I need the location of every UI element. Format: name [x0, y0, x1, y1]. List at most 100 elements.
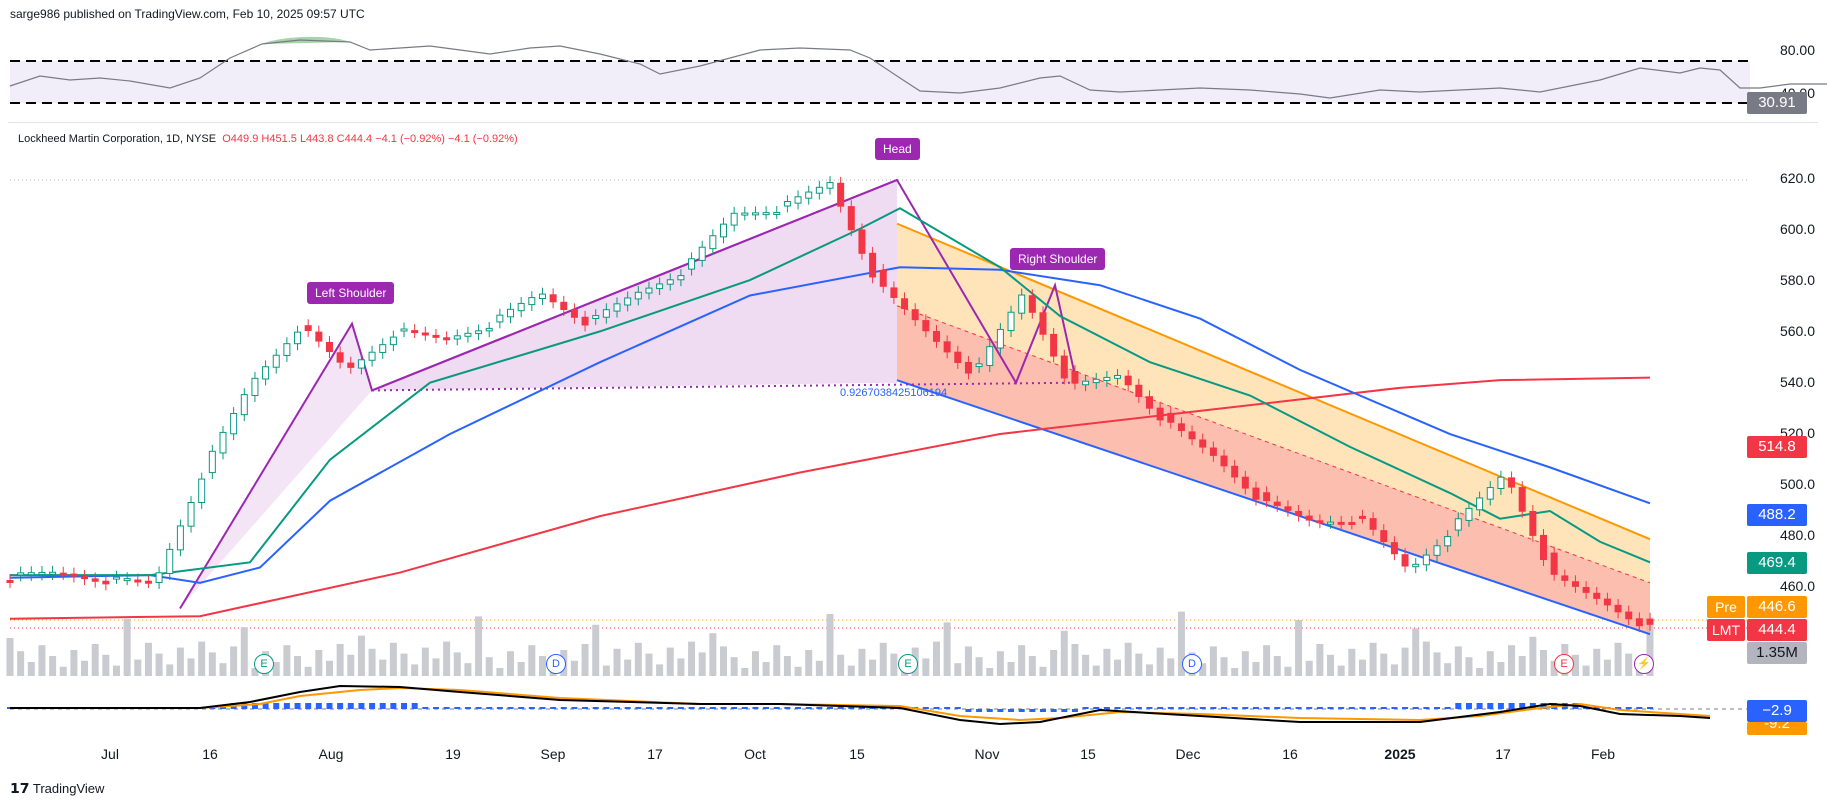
- macd-hist-bar: [251, 703, 258, 709]
- macd-hist-bar: [709, 707, 716, 709]
- candle-body: [762, 212, 770, 216]
- volume-bar: [996, 651, 1004, 676]
- flash-event-icon[interactable]: ⚡: [1634, 654, 1654, 674]
- earnings-event-icon[interactable]: E: [1554, 654, 1574, 674]
- volume-bar: [592, 624, 600, 676]
- macd-hist-bar: [1114, 707, 1121, 709]
- candle-body: [783, 201, 791, 207]
- dividend-event-icon[interactable]: D: [1182, 654, 1202, 674]
- candle-body: [1327, 521, 1335, 525]
- macd-hist-bar: [1210, 707, 1217, 709]
- dividend-event-icon[interactable]: D: [546, 654, 566, 674]
- volume-bar: [1145, 664, 1153, 676]
- volume-bar: [70, 650, 78, 676]
- symbol-name[interactable]: Lockheed Martin Corporation, 1D, NYSE: [18, 133, 217, 145]
- channel-lower-fill: [897, 305, 1650, 635]
- tradingview-logo[interactable]: 𝟭𝟳 TradingView: [10, 780, 104, 797]
- volume-bar: [1380, 653, 1388, 676]
- candle-body: [901, 298, 909, 310]
- volume-bar: [624, 659, 632, 676]
- candle-body: [336, 352, 344, 363]
- volume-bar: [379, 659, 387, 676]
- candle-body: [389, 336, 397, 346]
- x-axis-label: Sep: [540, 746, 566, 762]
- macd-hist-bar: [1125, 707, 1132, 709]
- price-tick: 540.0: [1779, 374, 1815, 390]
- tradingview-logo-text: TradingView: [32, 781, 105, 796]
- earnings-event-icon[interactable]: E: [254, 654, 274, 674]
- volume-bar: [432, 658, 440, 676]
- volume-bar: [1465, 657, 1473, 676]
- macd-hist-bar: [1615, 707, 1622, 709]
- candle-body: [17, 572, 25, 576]
- candle-body: [1039, 312, 1047, 335]
- macd-hist-bar: [283, 703, 290, 709]
- volume-bar: [847, 665, 855, 676]
- volume-bar: [783, 656, 791, 676]
- right-shoulder-label[interactable]: Right Shoulder: [1010, 248, 1106, 270]
- candle-body: [964, 361, 972, 374]
- candle-body: [432, 334, 440, 338]
- macd-hist-bar: [1093, 707, 1100, 709]
- macd-hist-bar: [582, 707, 589, 709]
- pane-separator: [8, 122, 1818, 123]
- head-label[interactable]: Head: [875, 138, 920, 160]
- volume-bar: [91, 644, 99, 676]
- macd-hist-bar: [1476, 703, 1483, 709]
- candle-body: [411, 330, 419, 334]
- volume-bar: [528, 645, 536, 676]
- volume-bar: [538, 656, 546, 676]
- volume-bar: [1497, 662, 1505, 676]
- candle-body: [208, 450, 216, 474]
- candle-body: [1540, 534, 1548, 561]
- volume-bar: [1582, 665, 1590, 676]
- volume-bar: [112, 665, 120, 676]
- candle-body: [496, 314, 504, 323]
- volume-bar: [1039, 666, 1047, 676]
- volume-bar: [1518, 656, 1526, 676]
- x-axis-label: Dec: [1175, 746, 1201, 762]
- volume-bar: [176, 647, 184, 676]
- macd-hist-bar: [1593, 707, 1600, 709]
- candle-body: [1071, 371, 1079, 384]
- volume-bar: [932, 641, 940, 676]
- x-axis-label: 19: [445, 746, 461, 762]
- candle-body: [1454, 518, 1462, 531]
- macd-hist-bar: [837, 707, 844, 709]
- volume-bar: [357, 635, 365, 676]
- candle-body: [613, 303, 621, 312]
- macd-hist-bar: [816, 707, 823, 709]
- volume-bar: [1348, 648, 1356, 676]
- candle-body: [325, 341, 333, 353]
- macd-hist-bar: [464, 707, 471, 709]
- candle-body: [932, 330, 940, 342]
- candles: [6, 176, 1654, 633]
- x-axis-label: Feb: [1590, 746, 1616, 762]
- ma20-line: [10, 207, 1651, 577]
- macd-value-badge: −2.9: [1747, 700, 1807, 722]
- change-value: −4.1 (−0.92%): [375, 133, 445, 145]
- candle-body: [357, 359, 365, 369]
- volume-bar: [102, 654, 110, 676]
- macd-hist-bar: [1327, 707, 1334, 709]
- candle-body: [81, 575, 89, 580]
- macd-hist-bar: [944, 707, 951, 709]
- macd-hist-bar: [1508, 703, 1515, 709]
- left-shoulder-label[interactable]: Left Shoulder: [307, 282, 395, 304]
- x-axis-label: 17: [1495, 746, 1511, 762]
- volume-bar: [602, 665, 610, 676]
- x-axis-label: Nov: [974, 746, 1000, 762]
- low-value: L443.8: [299, 133, 334, 145]
- x-axis-label: 17: [647, 746, 663, 762]
- candle-body: [517, 302, 525, 312]
- candle-body: [1476, 497, 1484, 511]
- volume-bar: [1476, 668, 1484, 676]
- macd-hist-bar: [1252, 707, 1259, 709]
- macd-hist-bar: [677, 707, 684, 709]
- earnings-event-icon[interactable]: E: [898, 654, 918, 674]
- volume-bar: [347, 654, 355, 676]
- candle-body: [1167, 412, 1175, 423]
- candle-body: [1369, 518, 1377, 530]
- volume-bar: [1369, 642, 1377, 676]
